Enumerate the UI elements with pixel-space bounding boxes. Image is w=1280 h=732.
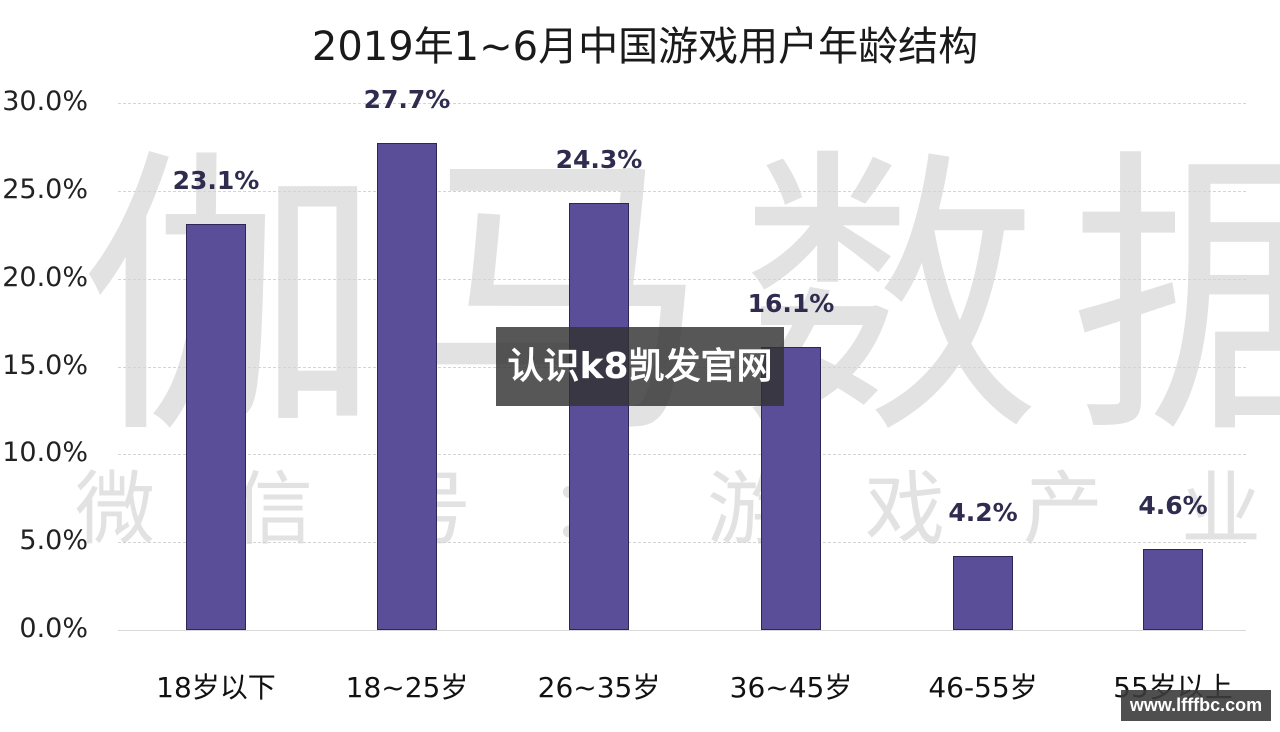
y-axis-tick-label: 10.0% xyxy=(2,437,88,469)
gridline xyxy=(118,454,1246,456)
bar-value-label: 23.1% xyxy=(172,166,260,196)
y-axis-tick-label: 0.0% xyxy=(19,613,88,644)
y-axis-tick-label: 25.0% xyxy=(2,173,88,205)
bar-value-label: 16.1% xyxy=(747,289,835,319)
chart-title: 2019年1~6月中国游戏用户年龄结构 xyxy=(311,24,979,70)
gridline xyxy=(118,630,1246,631)
bar xyxy=(953,556,1013,630)
bar-value-label: 4.2% xyxy=(948,498,1018,528)
bar xyxy=(1143,549,1203,630)
overlay-banner: 认识k8凯发官网 xyxy=(496,327,784,406)
bar xyxy=(569,203,629,630)
gridline xyxy=(118,190,1246,192)
x-axis-category-label: 26~35岁 xyxy=(537,671,661,704)
x-axis-category-label: 18岁以下 xyxy=(156,671,276,704)
bar-value-label: 27.7% xyxy=(363,85,451,115)
x-axis-category-label: 18~25岁 xyxy=(345,671,469,704)
bar-value-label: 4.6% xyxy=(1138,491,1208,521)
bar xyxy=(377,143,437,630)
gridline xyxy=(118,542,1246,544)
bar xyxy=(186,224,246,630)
x-axis-category-label: 46-55岁 xyxy=(928,671,1038,704)
y-axis-tick-label: 20.0% xyxy=(2,261,88,293)
y-axis-tick-label: 5.0% xyxy=(19,525,88,557)
bar-value-label: 24.3% xyxy=(555,145,643,175)
site-url-badge: www.lfffbc.com xyxy=(1121,690,1271,721)
x-axis-category-label: 36~45岁 xyxy=(729,671,853,704)
gridline xyxy=(118,103,1246,104)
watermark-small: 微信号：游戏产业报告 xyxy=(75,463,1280,556)
gridline xyxy=(118,278,1246,280)
y-axis-tick-label: 15.0% xyxy=(2,349,88,381)
y-axis-tick-label: 30.0% xyxy=(2,86,88,117)
